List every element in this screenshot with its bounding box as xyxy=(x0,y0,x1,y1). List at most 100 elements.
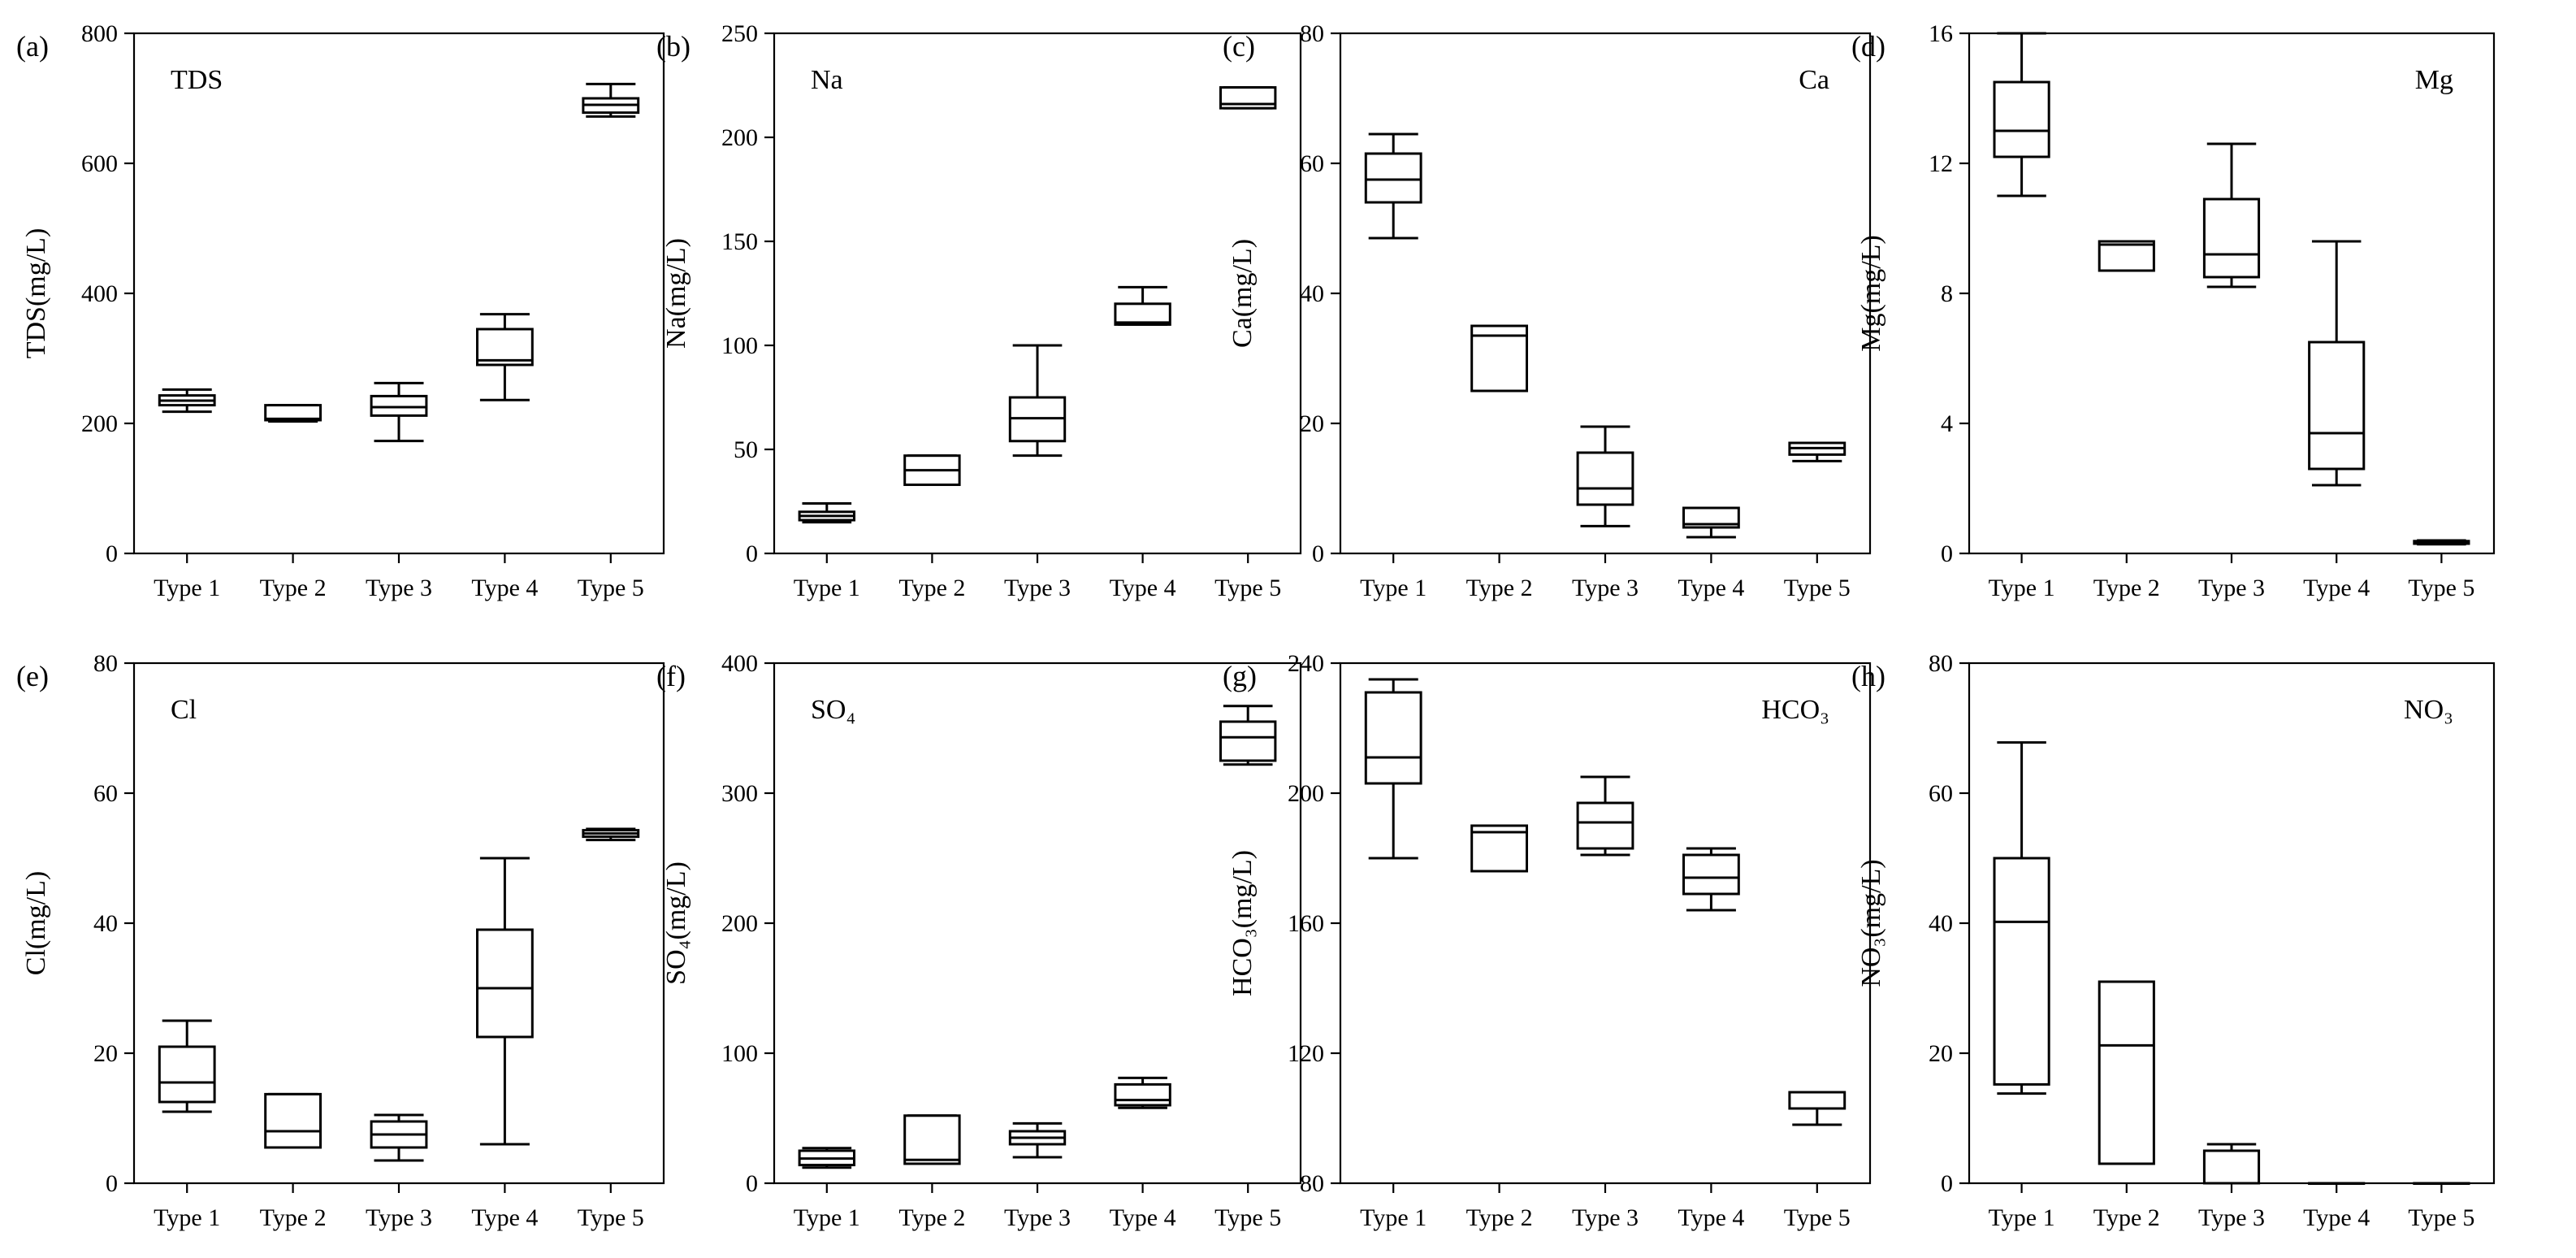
box-4 xyxy=(1682,847,1740,912)
panel-label: (b) xyxy=(656,30,691,63)
x-tick-label: Type 5 xyxy=(1784,575,1851,601)
x-tick-label: Type 1 xyxy=(154,575,220,601)
iqr-box xyxy=(1114,1082,1171,1107)
box-3 xyxy=(1008,1121,1067,1159)
panel-label: (a) xyxy=(16,30,49,63)
box-3 xyxy=(1008,344,1067,458)
x-tick-label: Type 5 xyxy=(2408,1204,2474,1231)
y-tick-label: 80 xyxy=(1300,1170,1324,1197)
box-2 xyxy=(1470,324,1529,393)
y-tick-label: 200 xyxy=(721,124,758,151)
y-tick-label: 80 xyxy=(1929,650,1953,677)
box-4 xyxy=(1682,506,1740,539)
box-5 xyxy=(1219,705,1277,766)
y-axis-label: SO₄(mg/L) xyxy=(661,861,691,985)
x-tick-label: Type 3 xyxy=(1004,575,1071,601)
x-tick-label: Type 1 xyxy=(1360,575,1427,601)
x-tick-label: Type 2 xyxy=(898,1204,965,1231)
y-tick-label: 400 xyxy=(81,280,118,307)
plot-frame xyxy=(773,32,1302,555)
y-axis-label: Mg(mg/L) xyxy=(1856,235,1886,352)
box-3 xyxy=(2202,142,2261,288)
box-1 xyxy=(798,1147,855,1169)
box-2 xyxy=(1470,824,1529,873)
iqr-box xyxy=(2098,240,2155,272)
plot-frame xyxy=(132,662,665,1185)
panel-a: 0 200 400 600 800 Type 1 Type 2 Type 3 Type 4 Typ… xyxy=(16,20,665,601)
y-tick-label: 40 xyxy=(93,910,118,937)
y-axis-label: TDS(mg/L) xyxy=(21,228,51,359)
iqr-box xyxy=(475,328,534,367)
y-tick-label: 160 xyxy=(1288,910,1324,937)
box-2 xyxy=(2098,980,2155,1165)
y-tick-label: 200 xyxy=(1288,780,1324,807)
x-tick-label: Type 2 xyxy=(2093,1204,2160,1231)
iqr-box xyxy=(903,1114,961,1165)
box-3 xyxy=(2202,1143,2261,1185)
iqr-box xyxy=(370,394,428,417)
x-tick-label: Type 1 xyxy=(1360,1204,1427,1231)
panel-label: (c) xyxy=(1223,30,1255,63)
x-tick-label: Type 4 xyxy=(1110,1204,1176,1231)
box-3 xyxy=(370,381,428,443)
panel-b: 0 50 100 150 200 250 Type 1 Type 2 Type 3 Type 4 T… xyxy=(656,20,1302,601)
iqr-box xyxy=(158,1045,216,1104)
panel-title: HCO₃ xyxy=(1761,695,1829,725)
box-5 xyxy=(1788,441,1846,462)
y-tick-label: 4 xyxy=(1941,410,1953,437)
panel-title: SO₄ xyxy=(811,695,855,725)
x-tick-label: Type 3 xyxy=(366,575,432,601)
x-tick-label: Type 2 xyxy=(1466,575,1533,601)
panel-title: Ca xyxy=(1799,65,1829,95)
y-tick-label: 60 xyxy=(1929,780,1953,807)
box-1 xyxy=(1993,32,2050,197)
y-tick-label: 200 xyxy=(721,910,758,937)
y-tick-label: 40 xyxy=(1929,910,1953,937)
iqr-box xyxy=(264,404,323,422)
y-tick-label: 400 xyxy=(721,650,758,677)
x-tick-label: Type 2 xyxy=(260,1204,327,1231)
y-tick-label: 50 xyxy=(734,436,758,463)
box-3 xyxy=(1576,775,1634,857)
box-2 xyxy=(903,1114,961,1165)
panel-label: (h) xyxy=(1851,660,1885,692)
box-1 xyxy=(158,1019,216,1113)
y-tick-label: 40 xyxy=(1300,280,1324,307)
box-2 xyxy=(903,454,961,487)
box-5 xyxy=(582,827,640,842)
x-tick-label: Type 4 xyxy=(1678,575,1744,601)
box-5 xyxy=(582,82,640,118)
box-4 xyxy=(2308,240,2366,487)
panel-label: (e) xyxy=(16,660,49,692)
panel-title: TDS xyxy=(171,65,223,95)
box-1 xyxy=(1364,132,1422,240)
box-1 xyxy=(1364,678,1422,860)
y-tick-label: 200 xyxy=(81,410,118,437)
box-4 xyxy=(475,313,534,401)
iqr-box xyxy=(1576,451,1634,506)
panel-d: 0 4 8 12 16 Type 1 Type 2 Type 3 Type 4 Type 5 (d)… xyxy=(1851,20,2496,601)
panel-c: 0 20 40 60 80 Type 1 Type 2 Type 3 Type 4 Type 5 (… xyxy=(1223,20,1872,601)
x-tick-label: Type 2 xyxy=(260,575,327,601)
y-tick-label: 0 xyxy=(106,1170,118,1197)
x-tick-label: Type 2 xyxy=(1466,1204,1533,1231)
y-tick-label: 150 xyxy=(721,228,758,255)
x-tick-label: Type 5 xyxy=(578,1204,644,1231)
y-axis-label: Na(mg/L) xyxy=(661,238,691,349)
box-5 xyxy=(1788,1091,1846,1126)
box-5 xyxy=(2413,539,2470,546)
box-3 xyxy=(370,1113,428,1162)
box-2 xyxy=(264,404,323,423)
x-tick-label: Type 4 xyxy=(1110,575,1176,601)
panel-title: Mg xyxy=(2415,65,2453,95)
iqr-box xyxy=(2202,1149,2261,1185)
iqr-box xyxy=(264,1092,323,1149)
y-axis-label: NO₃(mg/L) xyxy=(1856,859,1886,987)
y-tick-label: 0 xyxy=(1941,540,1953,567)
box-1 xyxy=(798,502,855,524)
panel-label: (g) xyxy=(1223,660,1257,692)
box-3 xyxy=(1576,425,1634,527)
panel-title: Cl xyxy=(171,695,197,725)
box-1 xyxy=(1993,741,2050,1095)
